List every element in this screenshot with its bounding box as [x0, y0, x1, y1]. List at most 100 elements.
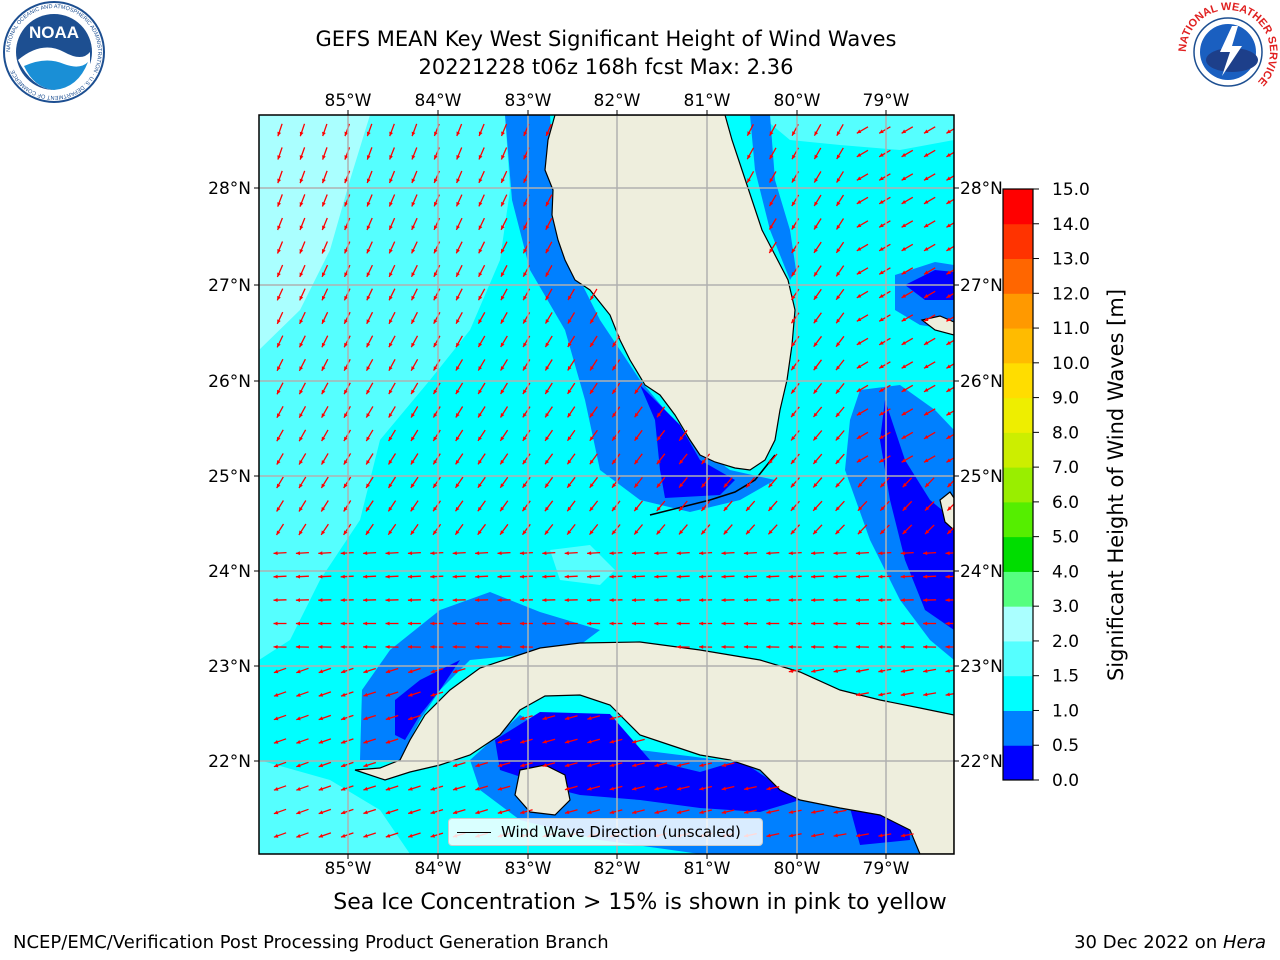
wind-wave-arrow: [878, 337, 891, 346]
wind-wave-arrow: [388, 217, 396, 231]
wind-wave-arrow: [946, 433, 954, 440]
wind-wave-arrow: [321, 217, 328, 231]
wind-wave-arrow: [296, 738, 309, 744]
lat-label-right: 25°N: [960, 467, 1003, 487]
wind-wave-arrow: [878, 551, 892, 556]
wind-wave-arrow: [699, 574, 713, 579]
wind-wave-arrow: [366, 170, 373, 184]
wind-wave-arrow: [924, 500, 935, 512]
wind-wave-arrow: [545, 241, 553, 254]
wind-wave-arrow: [766, 832, 780, 838]
wind-wave-arrow: [567, 406, 576, 418]
colorbar-tick-label: 3.0: [1052, 597, 1079, 617]
wind-wave-arrow: [699, 598, 713, 602]
wind-wave-arrow: [519, 598, 533, 602]
wind-wave-arrow: [365, 523, 374, 536]
wind-wave-arrow: [654, 621, 668, 626]
wind-wave-arrow: [296, 714, 309, 721]
wind-wave-arrow: [721, 551, 735, 556]
wind-wave-arrow: [743, 574, 757, 579]
wind-wave-arrow: [273, 808, 287, 815]
wind-wave-arrow: [385, 738, 399, 744]
wind-wave-arrow: [634, 406, 643, 418]
wind-wave-arrow: [835, 430, 845, 441]
wind-wave-arrow: [746, 147, 755, 160]
wind-wave-arrow: [456, 123, 463, 137]
wave-band-0-0p5-bahamas: [880, 400, 954, 630]
wind-wave-arrow: [298, 429, 307, 442]
lon-label-bottom: 84°W: [415, 859, 462, 879]
wind-wave-arrow: [587, 621, 601, 626]
wind-wave-arrow: [812, 453, 823, 465]
wind-wave-arrow: [321, 288, 329, 301]
wind-wave-arrow: [923, 598, 937, 602]
wind-wave-arrow: [385, 574, 399, 579]
wave-band-0p5-1-fleast: [750, 115, 796, 280]
wind-wave-arrow: [478, 241, 486, 254]
wind-wave-arrow: [277, 194, 283, 207]
lat-label-right: 26°N: [960, 372, 1003, 392]
wind-wave-arrow: [321, 405, 329, 419]
map-legend: Wind Wave Direction (unscaled): [448, 818, 763, 846]
wind-wave-arrow: [366, 264, 373, 278]
wind-wave-arrow: [609, 762, 623, 767]
wind-wave-arrow: [767, 524, 778, 535]
wind-wave-arrow: [633, 453, 643, 465]
wind-wave-arrow: [340, 691, 354, 697]
wind-wave-arrow: [901, 267, 914, 275]
wave-band-2-3: [259, 115, 370, 350]
wind-wave-arrow: [452, 621, 466, 626]
wind-wave-arrow: [340, 574, 354, 579]
footer-date: 30 Dec 2022 on: [1074, 932, 1223, 953]
wind-wave-arrow: [519, 551, 533, 556]
wind-wave-arrow: [856, 431, 869, 440]
wind-wave-arrow: [522, 429, 531, 442]
wind-wave-arrow: [365, 382, 374, 395]
wind-wave-arrow: [902, 477, 913, 488]
wind-wave-arrow: [678, 453, 688, 465]
wind-wave-arrow: [768, 500, 778, 512]
wind-wave-arrow: [340, 714, 354, 721]
wind-wave-arrow: [946, 316, 954, 322]
wind-wave-arrow: [407, 574, 421, 579]
wind-wave-arrow: [544, 312, 553, 324]
colorbar-swatch: [1003, 467, 1033, 503]
wind-wave-arrow: [923, 196, 936, 205]
wind-wave-arrow: [295, 598, 309, 602]
wind-wave-arrow: [387, 476, 397, 489]
wind-wave-arrow: [410, 429, 419, 442]
wind-wave-arrow: [564, 574, 578, 579]
wind-wave-arrow: [589, 335, 598, 348]
wind-wave-arrow: [901, 173, 914, 181]
wind-wave-arrow: [344, 241, 351, 254]
map-gridlines: [259, 115, 954, 854]
colorbar-swatch: [1003, 710, 1033, 746]
wind-wave-arrow: [475, 808, 488, 815]
wind-wave-arrow: [631, 598, 645, 602]
wind-wave-arrow: [900, 833, 914, 838]
colorbar-tick-label: 0.0: [1052, 771, 1079, 791]
wind-wave-arrow: [923, 173, 936, 181]
wind-wave-arrow: [835, 477, 845, 488]
wind-wave-arrow: [878, 173, 891, 181]
wind-wave-arrow: [432, 523, 442, 536]
colorbar-swatch: [1003, 293, 1033, 329]
wind-wave-arrow: [410, 288, 418, 301]
wind-wave-arrow: [296, 808, 309, 815]
wind-wave-arrow: [520, 715, 533, 721]
wind-wave-arrow: [813, 241, 822, 254]
wind-wave-arrow: [924, 477, 935, 488]
wind-wave-arrow: [522, 406, 531, 418]
wind-wave-arrow: [855, 598, 869, 602]
wind-wave-arrow: [298, 335, 306, 348]
wind-wave-arrow: [477, 406, 486, 418]
wind-wave-arrow: [723, 477, 733, 488]
wind-wave-arrow: [295, 551, 309, 556]
wind-wave-arrow: [923, 692, 937, 697]
wind-wave-arrow: [318, 691, 332, 697]
wind-wave-arrow: [654, 551, 668, 556]
wind-wave-arrow: [500, 264, 508, 278]
wind-wave-arrow: [363, 785, 376, 791]
wind-wave-arrow: [946, 526, 954, 535]
wind-wave-arrow: [923, 126, 936, 134]
